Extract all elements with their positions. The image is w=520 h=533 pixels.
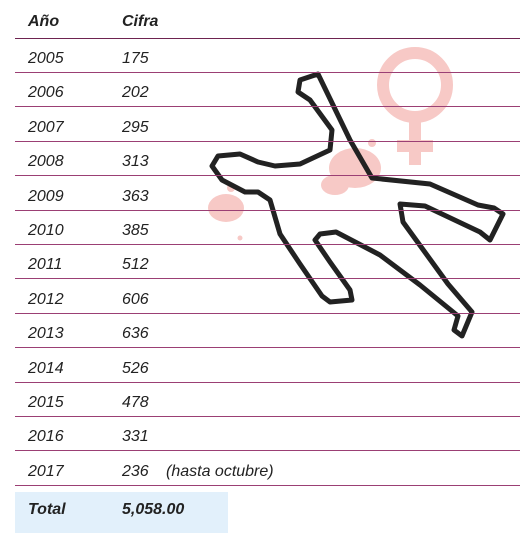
row-divider	[15, 38, 520, 39]
row-divider	[15, 450, 520, 451]
count-cell: 636	[122, 324, 149, 344]
count-cell: 606	[122, 290, 149, 310]
header-cell: Año	[28, 12, 59, 32]
total-cell: 5,058.00	[122, 500, 184, 520]
count-cell: 331	[122, 427, 149, 447]
row-divider	[15, 382, 520, 383]
count-cell: 313	[122, 152, 149, 172]
page: Año Cifra 2005 175 2006 202 2007 295 2008 313 2009…	[0, 0, 520, 533]
decoration	[0, 0, 520, 533]
row-divider	[15, 106, 520, 107]
count-cell: 512	[122, 255, 149, 275]
count-cell: 236	[122, 462, 149, 482]
year-cell: 2006	[28, 83, 64, 103]
year-cell: 2010	[28, 221, 64, 241]
year-cell: 2013	[28, 324, 64, 344]
row-divider	[15, 416, 520, 417]
row-divider	[15, 175, 520, 176]
count-cell: 526	[122, 359, 149, 379]
row-divider	[15, 347, 520, 348]
year-cell: 2007	[28, 118, 64, 138]
row-divider	[15, 313, 520, 314]
year-cell: 2008	[28, 152, 64, 172]
year-cell: 2011	[28, 255, 62, 275]
female-symbol	[383, 53, 447, 165]
row-divider	[15, 485, 520, 486]
count-cell: 478	[122, 393, 149, 413]
row-divider	[15, 72, 520, 73]
row-divider	[15, 278, 520, 279]
year-cell: 2012	[28, 290, 64, 310]
count-cell: 295	[122, 118, 149, 138]
count-cell: 385	[122, 221, 149, 241]
row-divider	[15, 210, 520, 211]
header-cell: Cifra	[122, 12, 158, 32]
year-cell: 2014	[28, 359, 64, 379]
year-cell: 2017	[28, 462, 64, 482]
count-cell: 363	[122, 187, 149, 207]
row-divider	[15, 141, 520, 142]
count-cell: 202	[122, 83, 149, 103]
note: (hasta octubre)	[166, 462, 274, 482]
year-cell: 2005	[28, 49, 64, 69]
row-divider	[15, 244, 520, 245]
total-cell: Total	[28, 500, 66, 520]
year-cell: 2009	[28, 187, 64, 207]
year-cell: 2015	[28, 393, 64, 413]
body-outline	[212, 74, 503, 336]
year-cell: 2016	[28, 427, 64, 447]
count-cell: 175	[122, 49, 149, 69]
